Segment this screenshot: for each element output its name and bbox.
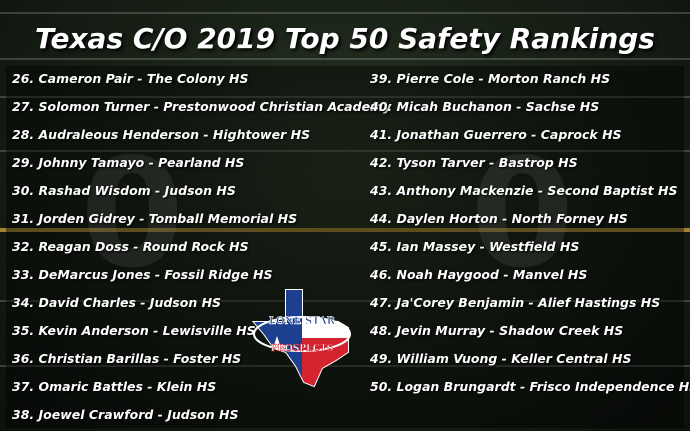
- field-stripe: [0, 300, 690, 302]
- field-stripe: [0, 58, 690, 60]
- texas-flag-map-icon: LONE STAR PROSPECTS: [251, 289, 351, 388]
- ranking-item: 37. Omaric Battles - Klein HS: [12, 379, 217, 394]
- page-title: Texas C/O 2019 Top 50 Safety Rankings: [35, 22, 655, 55]
- ranking-item: 27. Solomon Turner - Prestonwood Christi…: [12, 99, 392, 114]
- ranking-item: 45. Ian Massey - Westfield HS: [370, 239, 580, 254]
- ranking-item: 44. Daylen Horton - North Forney HS: [370, 211, 628, 226]
- yard-line: [0, 228, 690, 232]
- field-stripe: [0, 96, 690, 98]
- ranking-item: 34. David Charles - Judson HS: [12, 295, 222, 310]
- text-backdrop: [6, 66, 684, 428]
- ranking-item: 49. William Vuong - Keller Central HS: [370, 351, 632, 366]
- ranking-item: 47. Ja'Corey Benjamin - Alief Hastings H…: [370, 295, 661, 310]
- field-stripe: [0, 150, 690, 152]
- ranking-item: 36. Christian Barillas - Foster HS: [12, 351, 242, 366]
- ranking-item: 39. Pierre Cole - Morton Ranch HS: [370, 71, 611, 86]
- ranking-item: 43. Anthony Mackenzie - Second Baptist H…: [370, 183, 678, 198]
- rankings-left-column: 26. Cameron Pair - The Colony HS 27. Sol…: [12, 70, 391, 431]
- ranking-item: 42. Tyson Tarver - Bastrop HS: [370, 155, 578, 170]
- field-stripe: [0, 365, 690, 367]
- logo-text-bottom: PROSPECTS: [271, 344, 334, 354]
- ranking-item: 50. Logan Brungardt - Frisco Independenc…: [370, 379, 690, 394]
- ranking-item: 29. Johnny Tamayo - Pearland HS: [12, 155, 245, 170]
- ranking-item: 38. Joewel Crawford - Judson HS: [12, 407, 239, 422]
- ranking-item: 40. Micah Buchanon - Sachse HS: [370, 99, 600, 114]
- ranking-item: 31. Jorden Gidrey - Tomball Memorial HS: [12, 211, 298, 226]
- ranking-item: 33. DeMarcus Jones - Fossil Ridge HS: [12, 267, 273, 282]
- rankings-right-column: 39. Pierre Cole - Morton Ranch HS 40. Mi…: [370, 70, 690, 406]
- ranking-item: 46. Noah Haygood - Manvel HS: [370, 267, 588, 282]
- ranking-item: 35. Kevin Anderson - Lewisville HS: [12, 323, 256, 338]
- logo-text-top: LONE STAR: [269, 316, 336, 327]
- ranking-item: 32. Reagan Doss - Round Rock HS: [12, 239, 249, 254]
- lone-star-prospects-logo: LONE STAR PROSPECTS: [251, 288, 352, 392]
- ranking-item: 30. Rashad Wisdom - Judson HS: [12, 183, 236, 198]
- ranking-item: 28. Audraleous Henderson - Hightower HS: [12, 127, 311, 142]
- ranking-item: 48. Jevin Murray - Shadow Creek HS: [370, 323, 624, 338]
- ranking-item: 26. Cameron Pair - The Colony HS: [12, 71, 249, 86]
- field-stripe: [0, 12, 690, 14]
- ranking-item: 41. Jonathan Guerrero - Caprock HS: [370, 127, 622, 142]
